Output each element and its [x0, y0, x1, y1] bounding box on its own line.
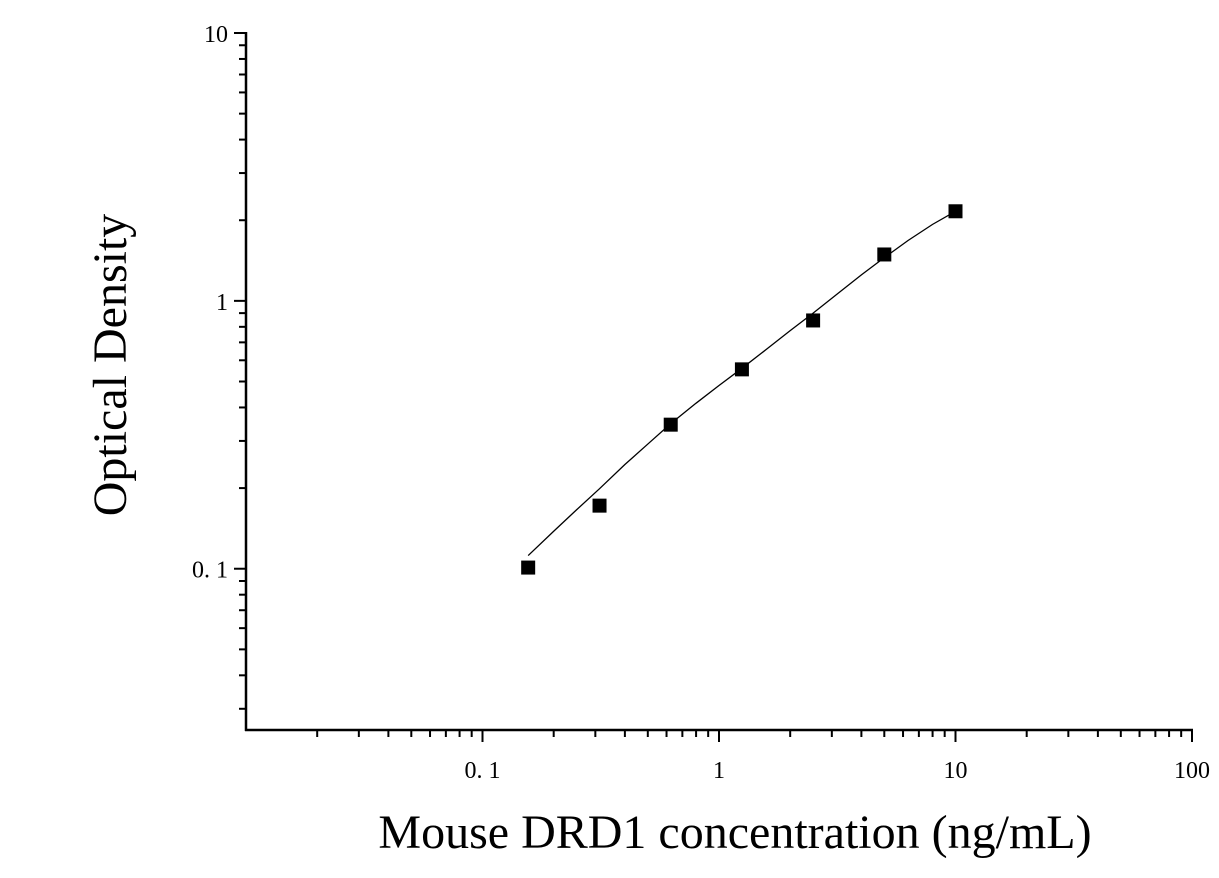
- data-point: [592, 498, 607, 513]
- x-tick-label: 10: [944, 758, 968, 784]
- fit-curve: [527, 210, 956, 557]
- x-tick-label: 1: [713, 758, 725, 784]
- data-point: [663, 417, 678, 432]
- y-tick-label: 1: [216, 290, 228, 316]
- data-points: [521, 204, 963, 575]
- data-point: [734, 362, 749, 377]
- y-tick-label: 0. 1: [192, 558, 228, 584]
- y-tick-label: 10: [204, 22, 228, 48]
- data-point: [806, 313, 821, 328]
- data-point: [948, 204, 963, 219]
- x-tick-label: 0. 1: [465, 758, 501, 784]
- data-point: [877, 247, 892, 262]
- axes: 0. 1 1 10 100 0. 1 1 10: [192, 22, 1210, 784]
- y-axis-title: Optical Density: [84, 214, 137, 517]
- fit-curve-layer: [527, 210, 956, 557]
- data-point: [521, 560, 536, 575]
- x-tick-label: 100: [1174, 758, 1210, 784]
- x-axis-title: Mouse DRD1 concentration (ng/mL): [378, 806, 1091, 859]
